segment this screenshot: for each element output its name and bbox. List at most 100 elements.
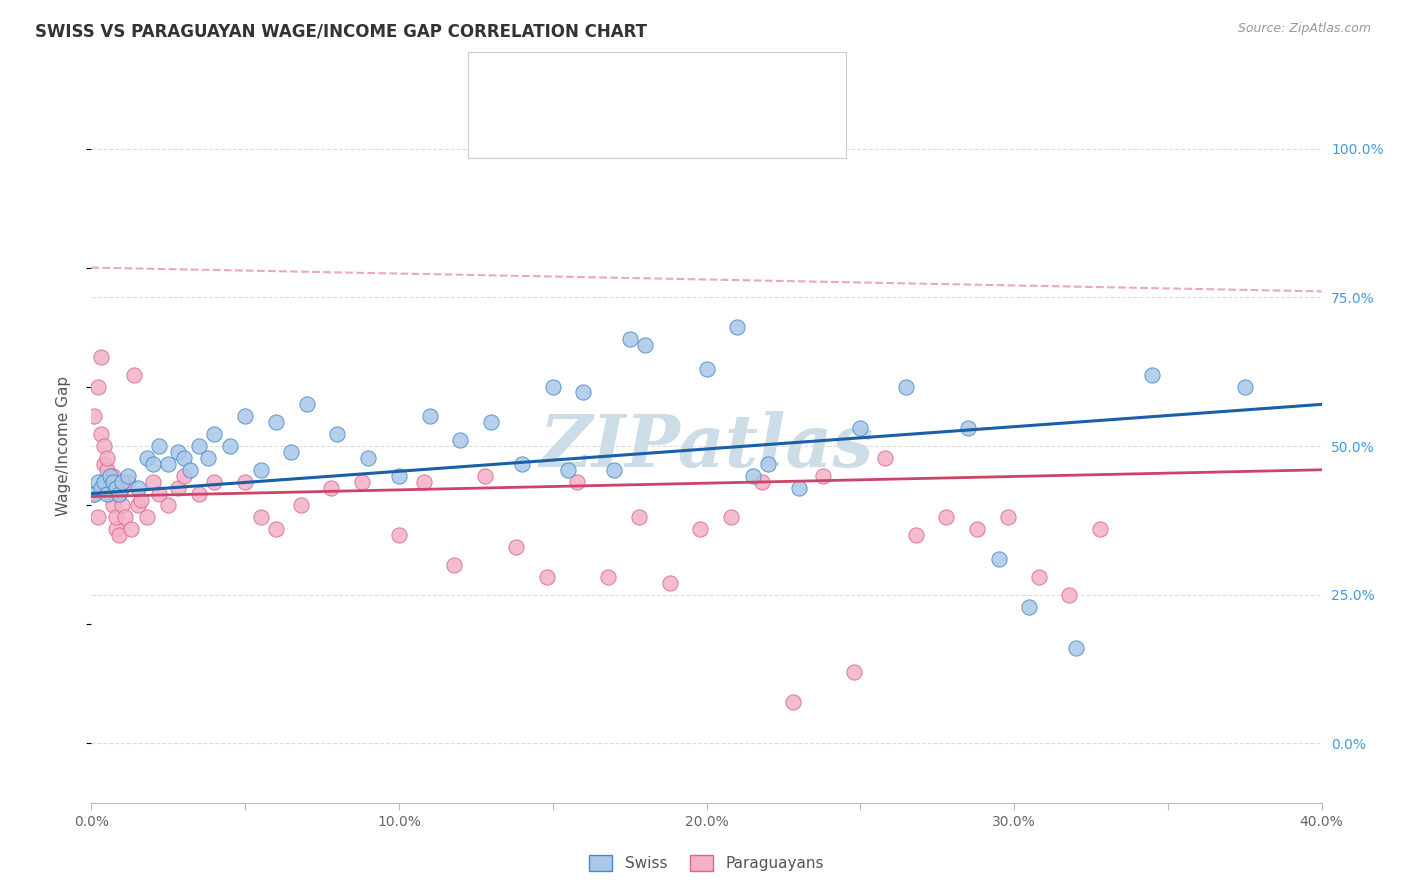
Point: [249, 510, 271, 524]
Point: [603, 463, 626, 477]
Point: [179, 463, 201, 477]
Point: [111, 481, 134, 495]
Point: [696, 361, 718, 376]
Point: [148, 439, 170, 453]
Point: [105, 481, 127, 495]
Point: [105, 510, 127, 524]
Point: [619, 332, 641, 346]
Point: [658, 575, 681, 590]
Point: [596, 570, 619, 584]
Point: [1064, 641, 1087, 656]
Point: [813, 468, 835, 483]
Point: [1059, 588, 1081, 602]
Text: ZIPatlas: ZIPatlas: [540, 410, 873, 482]
Point: [93, 475, 115, 489]
Point: [142, 457, 165, 471]
Point: [505, 540, 527, 554]
Legend: Swiss, Paraguayans: Swiss, Paraguayans: [583, 849, 830, 877]
Point: [966, 522, 988, 536]
Point: [725, 320, 748, 334]
Point: [689, 522, 711, 536]
Point: [956, 421, 979, 435]
Point: [419, 409, 441, 424]
Point: [93, 439, 115, 453]
Point: [634, 338, 657, 352]
Point: [108, 486, 131, 500]
Point: [233, 409, 256, 424]
Point: [90, 427, 112, 442]
Point: [96, 450, 118, 465]
Point: [741, 468, 763, 483]
Point: [474, 468, 496, 483]
Point: [557, 463, 579, 477]
Point: [233, 475, 256, 489]
Point: [96, 463, 118, 477]
Point: [449, 433, 471, 447]
Point: [86, 510, 108, 524]
Point: [567, 475, 589, 489]
Point: [114, 510, 136, 524]
Point: [129, 492, 152, 507]
Point: [751, 475, 773, 489]
Point: [120, 522, 142, 536]
Point: [873, 450, 896, 465]
Point: [218, 439, 240, 453]
Point: [1088, 522, 1111, 536]
Text: R =: R =: [520, 70, 557, 88]
Point: [135, 450, 157, 465]
Point: [188, 486, 211, 500]
Point: [83, 486, 105, 500]
Point: [90, 481, 112, 495]
Point: [108, 528, 131, 542]
Point: [101, 468, 124, 483]
Point: [756, 457, 779, 471]
Point: [280, 445, 302, 459]
Point: [536, 570, 558, 584]
Point: [388, 528, 411, 542]
Text: Source: ZipAtlas.com: Source: ZipAtlas.com: [1237, 22, 1371, 36]
Point: [782, 695, 804, 709]
Point: [166, 481, 188, 495]
Point: [388, 468, 411, 483]
Text: N =: N =: [661, 70, 697, 88]
Point: [173, 468, 195, 483]
Point: [350, 475, 373, 489]
Point: [108, 486, 131, 500]
Point: [326, 427, 349, 442]
Point: [1028, 570, 1050, 584]
Point: [264, 522, 287, 536]
Point: [96, 481, 118, 495]
Point: [720, 510, 742, 524]
Text: N =: N =: [661, 119, 697, 136]
Point: [124, 368, 146, 382]
Point: [1018, 599, 1040, 614]
Y-axis label: Wage/Income Gap: Wage/Income Gap: [56, 376, 70, 516]
Point: [135, 510, 157, 524]
Point: [166, 445, 188, 459]
Point: [173, 450, 195, 465]
Point: [111, 475, 134, 489]
Point: [105, 522, 127, 536]
Point: [197, 450, 219, 465]
Point: [627, 510, 650, 524]
Point: [321, 481, 343, 495]
Point: [127, 499, 149, 513]
Point: [572, 385, 595, 400]
Point: [86, 475, 108, 489]
Point: [787, 481, 810, 495]
Point: [127, 481, 149, 495]
Point: [117, 475, 139, 489]
Point: [111, 499, 134, 513]
Point: [541, 379, 564, 393]
Point: [101, 475, 124, 489]
Point: [997, 510, 1019, 524]
Text: 0.110: 0.110: [564, 119, 616, 136]
Point: [290, 499, 312, 513]
Point: [935, 510, 957, 524]
Point: [357, 450, 380, 465]
Text: 0.322: 0.322: [564, 70, 617, 88]
Point: [479, 415, 502, 429]
Point: [202, 475, 225, 489]
Point: [510, 457, 533, 471]
Point: [98, 468, 121, 483]
